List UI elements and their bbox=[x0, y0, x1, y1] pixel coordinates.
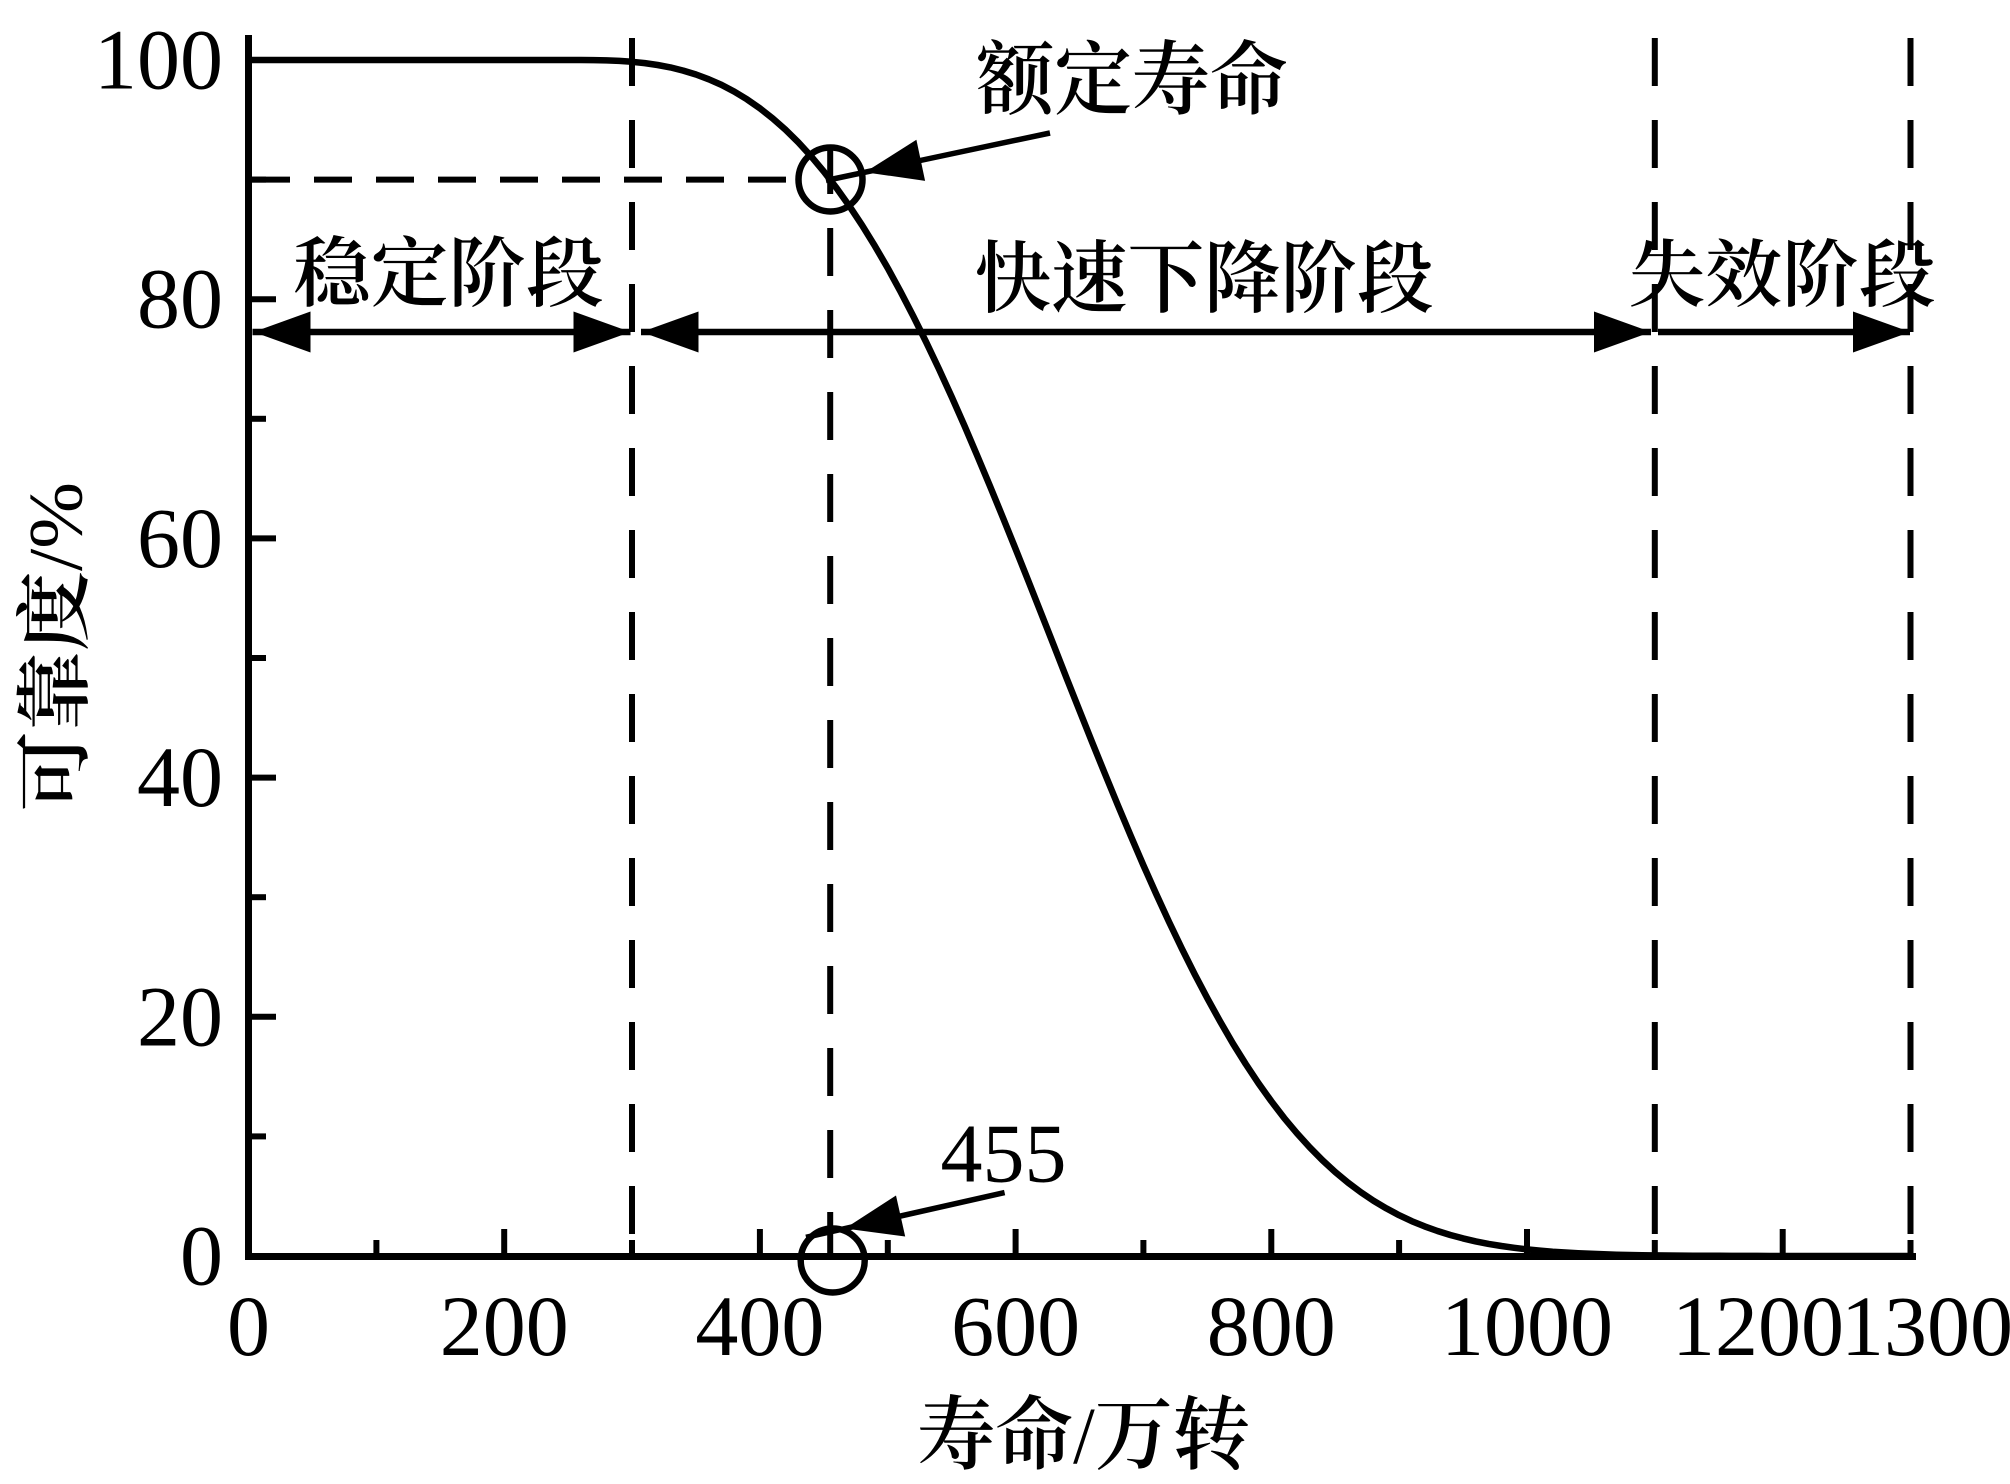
svg-text:80: 80 bbox=[137, 251, 223, 347]
svg-text:600: 600 bbox=[951, 1278, 1080, 1374]
svg-text:400: 400 bbox=[695, 1278, 824, 1374]
svg-text:0: 0 bbox=[227, 1278, 270, 1374]
svg-text:40: 40 bbox=[137, 729, 223, 825]
svg-text:0: 0 bbox=[180, 1208, 223, 1304]
svg-text:800: 800 bbox=[1207, 1278, 1336, 1374]
svg-text:200: 200 bbox=[440, 1278, 569, 1374]
svg-text:100: 100 bbox=[94, 12, 223, 108]
svg-text:20: 20 bbox=[137, 968, 223, 1064]
svg-text:1300: 1300 bbox=[1841, 1278, 2010, 1374]
svg-text:1200: 1200 bbox=[1672, 1278, 1844, 1374]
svg-text:60: 60 bbox=[137, 490, 223, 586]
svg-text:1000: 1000 bbox=[1441, 1278, 1613, 1374]
svg-text:455: 455 bbox=[941, 1108, 1067, 1201]
